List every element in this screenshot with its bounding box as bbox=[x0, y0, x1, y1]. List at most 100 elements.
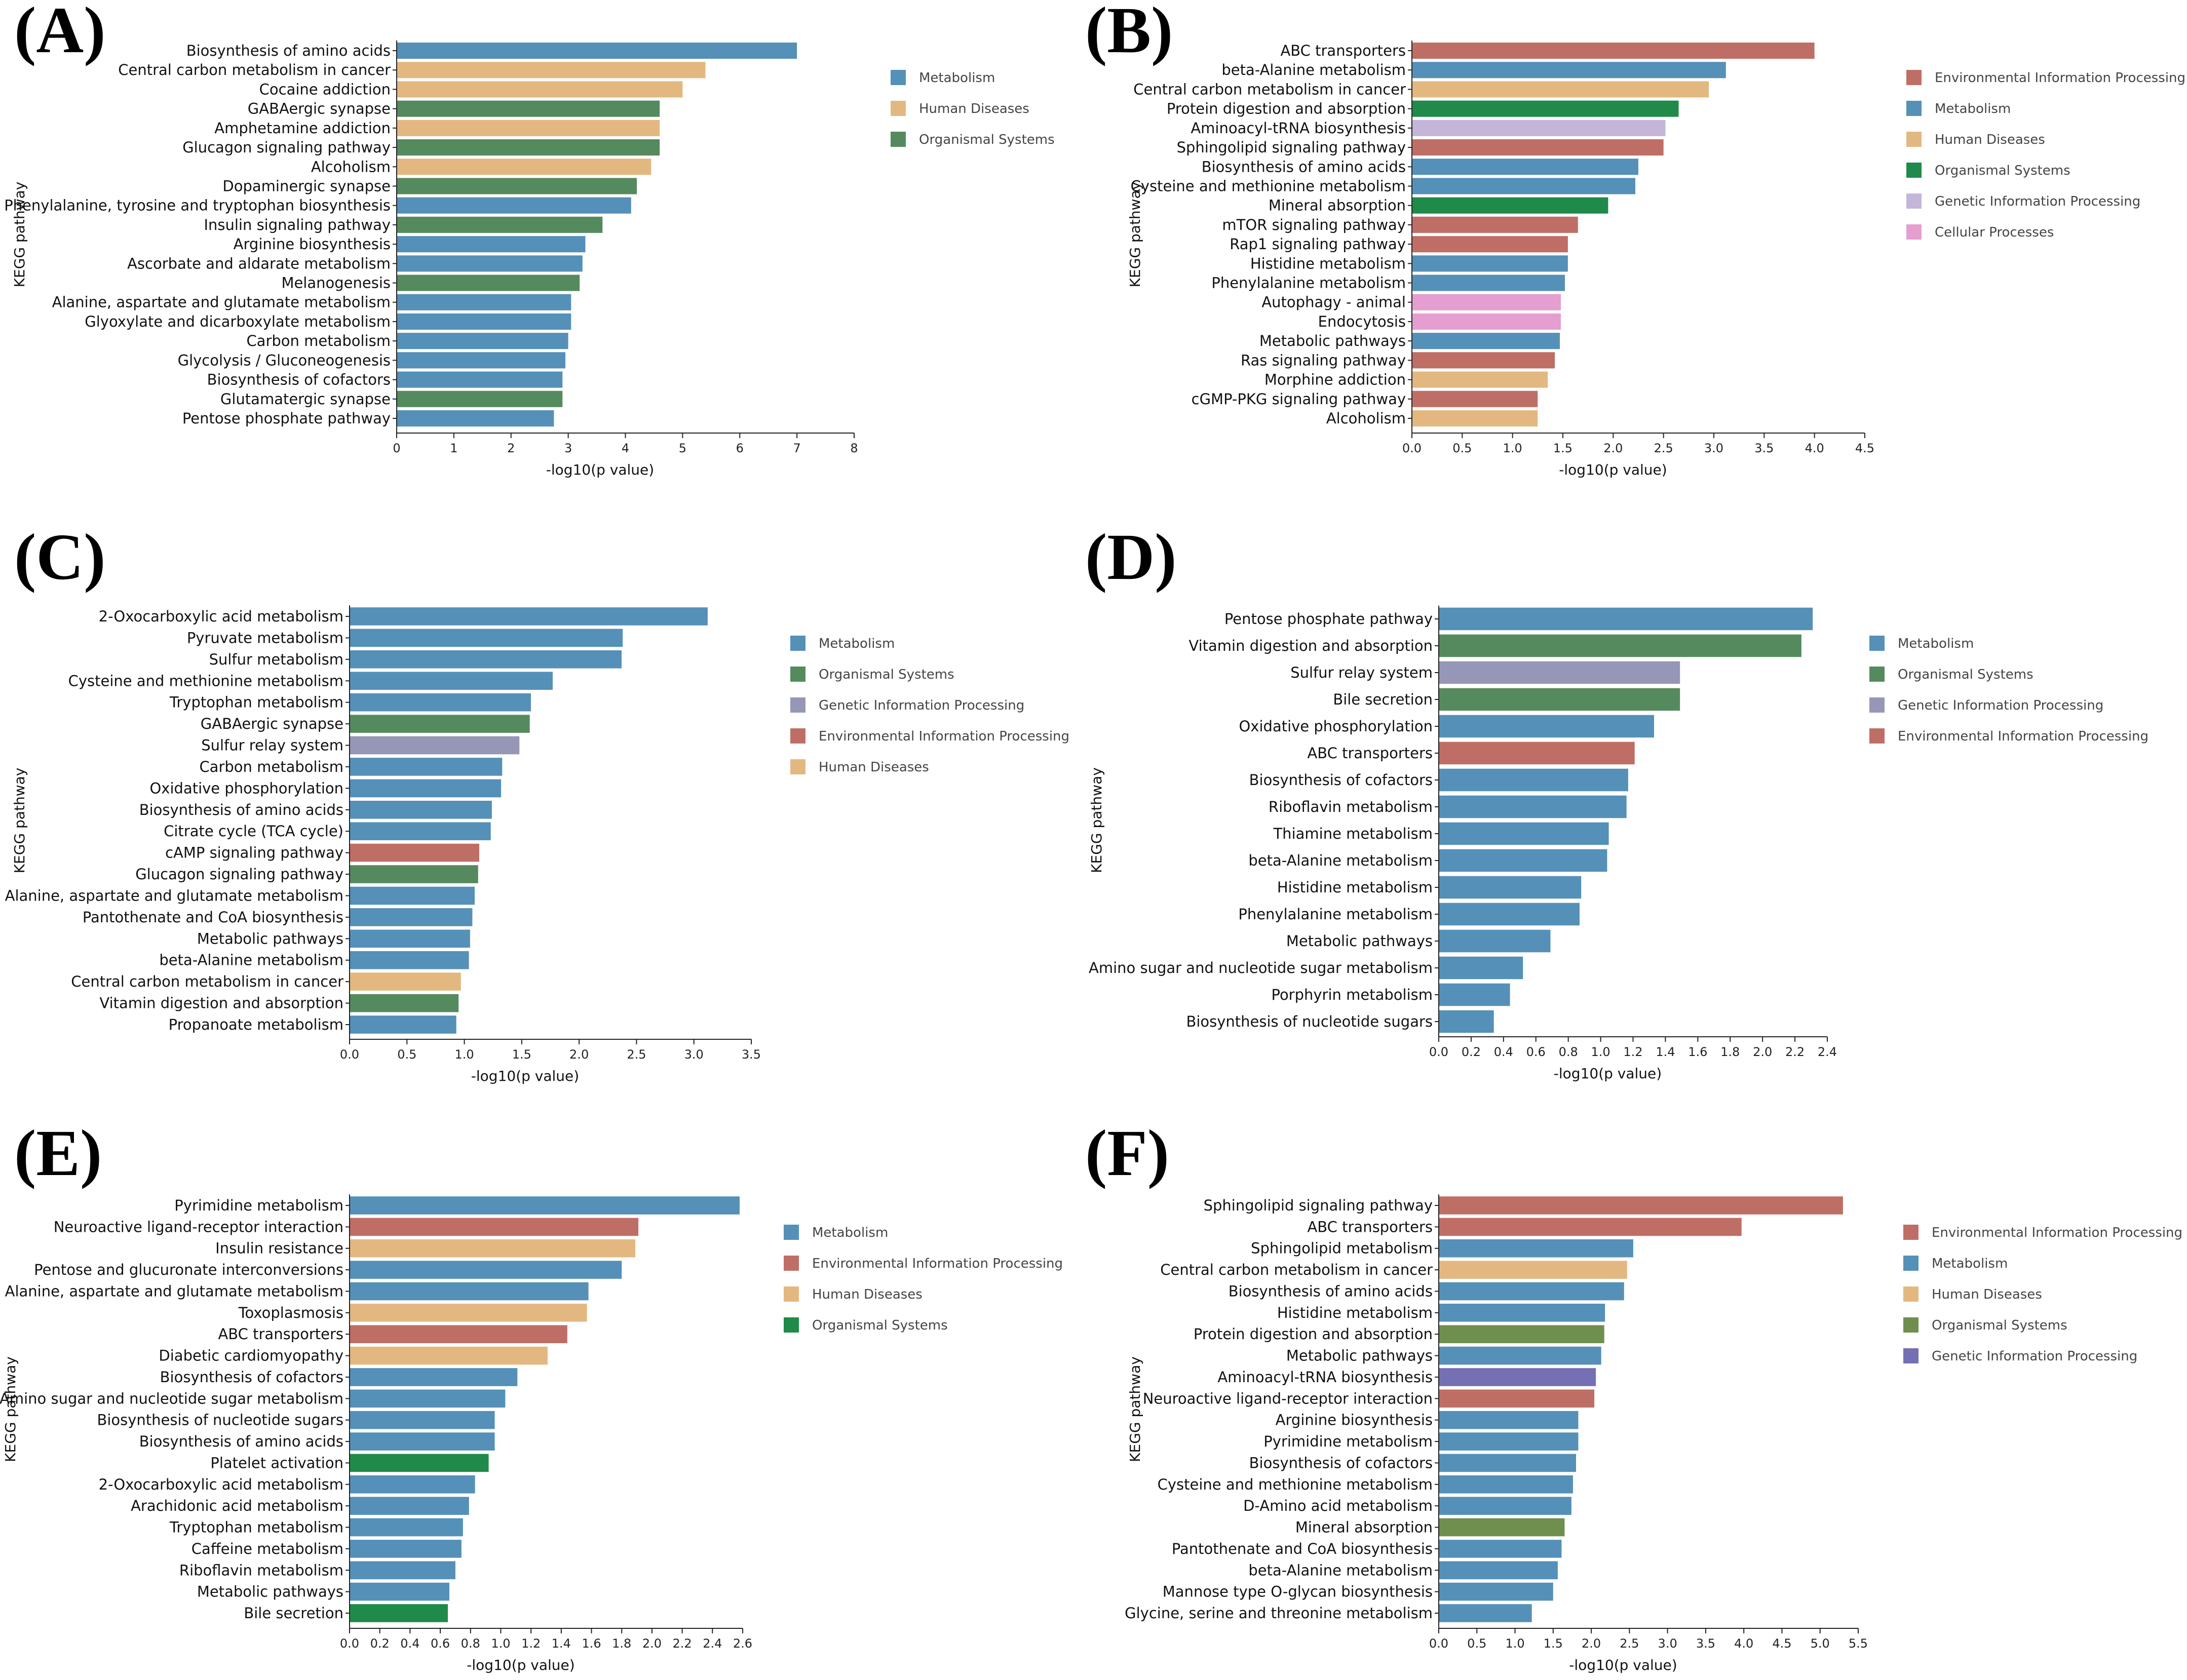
category-label: Sphingolipid metabolism bbox=[1251, 1240, 1433, 1257]
x-tick-label: 1.4 bbox=[552, 1636, 571, 1651]
category-label: Glucagon signaling pathway bbox=[182, 139, 391, 156]
x-tick-label: 0.0 bbox=[1429, 1045, 1448, 1059]
bar bbox=[1439, 1346, 1601, 1365]
category-label: Sulfur relay system bbox=[1290, 664, 1433, 681]
x-tick-label: 1.6 bbox=[1688, 1045, 1707, 1059]
category-label: Metabolic pathways bbox=[197, 930, 343, 947]
x-tick-label: 2 bbox=[507, 441, 515, 455]
category-label: Pentose phosphate pathway bbox=[1224, 610, 1433, 628]
bar bbox=[350, 672, 553, 690]
x-tick-label: 1.8 bbox=[1720, 1045, 1740, 1059]
x-tick-label: 0.0 bbox=[1402, 441, 1422, 455]
legend-swatch bbox=[790, 728, 805, 744]
legend-swatch bbox=[784, 1286, 799, 1302]
bar bbox=[1439, 1239, 1633, 1258]
category-label: Melanogenesis bbox=[281, 275, 391, 292]
legend-swatch bbox=[784, 1317, 799, 1333]
bar bbox=[350, 1346, 548, 1365]
category-label: Platelet activation bbox=[210, 1454, 343, 1471]
x-tick-label: 2.5 bbox=[1654, 441, 1673, 455]
panel-label: (E) bbox=[14, 1117, 102, 1190]
x-tick-label: 4.0 bbox=[1805, 441, 1824, 455]
category-label: Porphyrin metabolism bbox=[1271, 986, 1433, 1003]
category-label: Cysteine and methionine metabolism bbox=[68, 672, 343, 689]
category-label: Mineral absorption bbox=[1295, 1519, 1433, 1536]
legend-swatch bbox=[1903, 1348, 1919, 1363]
bar bbox=[1439, 1218, 1742, 1236]
bar bbox=[1439, 1518, 1565, 1537]
x-tick-label: 2.0 bbox=[1582, 1636, 1601, 1651]
bar bbox=[397, 390, 563, 407]
x-tick-label: 2.0 bbox=[642, 1636, 662, 1651]
bar bbox=[1439, 1454, 1576, 1472]
category-label: Biosynthesis of nucleotide sugars bbox=[97, 1412, 343, 1429]
category-label: Riboflavin metabolism bbox=[1269, 798, 1433, 815]
bar bbox=[350, 843, 479, 862]
category-label: GABAergic synapse bbox=[248, 100, 391, 118]
x-tick-label: 1.2 bbox=[1623, 1045, 1642, 1059]
x-tick-label: 0.5 bbox=[1467, 1636, 1486, 1651]
bar bbox=[350, 972, 461, 991]
legend-swatch bbox=[784, 1256, 799, 1271]
x-tick-label: 2.2 bbox=[1785, 1045, 1805, 1059]
bar bbox=[1412, 159, 1638, 175]
bar bbox=[1439, 929, 1551, 953]
category-label: Alanine, aspartate and glutamate metabol… bbox=[5, 1282, 343, 1300]
x-tick-label: 1.0 bbox=[1505, 1636, 1524, 1651]
category-label: Biosynthesis of amino acids bbox=[139, 1433, 343, 1450]
bar bbox=[1412, 333, 1560, 349]
bar bbox=[397, 236, 586, 253]
category-label: Biosynthesis of amino acids bbox=[1229, 1282, 1433, 1300]
bar bbox=[350, 715, 530, 733]
category-label: Pantothenate and CoA biosynthesis bbox=[83, 909, 343, 926]
bar bbox=[1439, 1304, 1605, 1322]
x-tick-label: 3.0 bbox=[1704, 441, 1723, 455]
bar bbox=[350, 736, 520, 755]
category-label: beta-Alanine metabolism bbox=[1221, 61, 1406, 79]
x-tick-label: 1.8 bbox=[612, 1636, 631, 1651]
x-tick-label: 4.0 bbox=[1734, 1636, 1753, 1651]
bar bbox=[350, 1540, 462, 1558]
category-label: Oxidative phosphorylation bbox=[1239, 718, 1433, 735]
legend-swatch bbox=[1869, 636, 1885, 651]
x-tick-label: 8 bbox=[850, 441, 858, 455]
legend-swatch bbox=[784, 1225, 799, 1240]
bar bbox=[1412, 43, 1815, 59]
bar bbox=[350, 1561, 455, 1580]
legend-swatch bbox=[1906, 163, 1922, 178]
bar bbox=[350, 929, 470, 948]
bar bbox=[1439, 607, 1813, 631]
legend-swatch bbox=[790, 697, 805, 713]
bar bbox=[1439, 1432, 1579, 1451]
x-axis-title: -log10(p value) bbox=[1554, 1065, 1662, 1082]
bar bbox=[350, 908, 473, 926]
bar bbox=[1439, 741, 1635, 765]
legend-label: Genetic Information Processing bbox=[1932, 1349, 2137, 1364]
category-label: Alanine, aspartate and glutamate metabol… bbox=[52, 294, 391, 311]
bar bbox=[1439, 983, 1510, 1006]
category-label: Glutamatergic synapse bbox=[220, 390, 391, 408]
bar bbox=[350, 801, 492, 819]
x-tick-label: 0.0 bbox=[340, 1047, 359, 1062]
x-tick-label: 3.0 bbox=[1658, 1636, 1677, 1651]
bar bbox=[1439, 849, 1607, 872]
x-axis-title: -log10(p value) bbox=[1559, 461, 1667, 478]
legend-label: Metabolism bbox=[1935, 101, 2011, 116]
category-label: beta-Alanine metabolism bbox=[1248, 1561, 1433, 1579]
bar bbox=[350, 1432, 495, 1451]
category-label: beta-Alanine metabolism bbox=[159, 952, 343, 969]
bar bbox=[350, 758, 503, 776]
legend-label: Genetic Information Processing bbox=[1935, 194, 2140, 209]
panel-label: (C) bbox=[14, 521, 105, 594]
bar bbox=[1439, 1261, 1627, 1279]
legend-swatch bbox=[1906, 70, 1922, 85]
y-axis-title: KEGG pathway bbox=[1088, 767, 1105, 873]
category-label: Morphine addiction bbox=[1264, 371, 1406, 388]
category-label: Rap1 signaling pathway bbox=[1230, 236, 1406, 253]
bar bbox=[1439, 1282, 1624, 1301]
bar bbox=[350, 1239, 636, 1258]
bar bbox=[1412, 139, 1664, 156]
legend-swatch bbox=[1906, 193, 1922, 209]
bar bbox=[1439, 768, 1628, 792]
legend-label: Human Diseases bbox=[812, 1287, 923, 1302]
